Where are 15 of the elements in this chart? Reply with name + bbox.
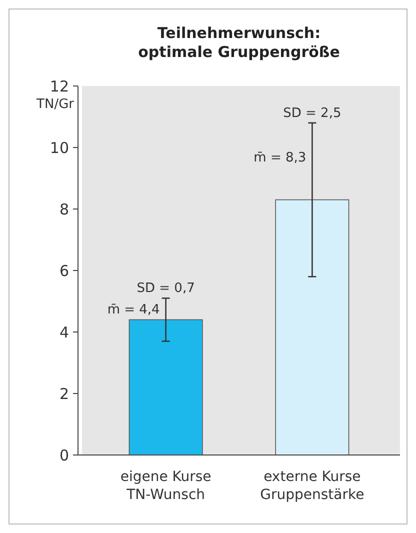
annotation: SD = 2,5 (283, 106, 342, 121)
y-tick-label: 10 (50, 138, 69, 157)
y-tick-label: 8 (59, 200, 69, 218)
data-label: m̄ = 8,3 (254, 150, 306, 166)
y-tick-label: 12 (50, 77, 69, 96)
y-tick-label: 6 (59, 262, 69, 280)
y-tick-label: 2 (59, 384, 69, 403)
y-axis-title: TN/Gr (36, 97, 75, 112)
x-tick-label: externe Kurse Gruppenstärke (260, 469, 364, 503)
x-tick-label: eigene Kurse TN-Wunsch (120, 469, 212, 503)
y-tick-label: 0 (59, 446, 69, 464)
data-label: m̄ = 4,4 (107, 302, 160, 318)
chart-title: Teilnehmerwunsch: optimale Gruppengröße (138, 24, 340, 61)
annotation: SD = 0,7 (136, 281, 195, 296)
y-tick-label: 4 (59, 323, 69, 342)
